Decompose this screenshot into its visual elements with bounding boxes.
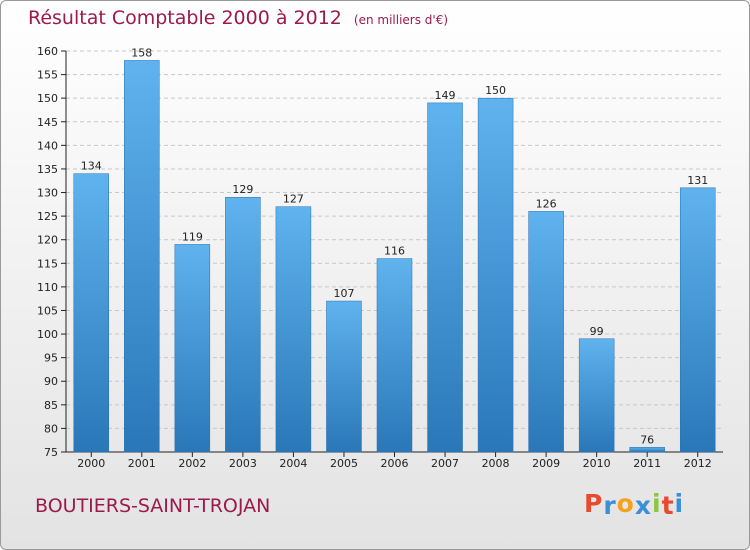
data-label-2010: 99 (590, 325, 604, 338)
axes: 75 80 85 90 95 100 105 110 115 120 125 130 135 140 145… (37, 45, 723, 470)
bar-2001 (124, 60, 160, 453)
x-tick-label-2007: 2007 (431, 457, 459, 470)
data-labels: 134 158 119 129 127 107 116 149 150 126 99 76 131 (81, 46, 708, 446)
x-tick-label-2004: 2004 (279, 457, 307, 470)
data-label-2011: 76 (640, 433, 654, 446)
logo-letter: r (603, 491, 617, 520)
y-tick-label: 150 (37, 92, 58, 105)
data-label-2004: 127 (283, 193, 304, 206)
x-tick-label-2000: 2000 (77, 457, 105, 470)
y-tick-label: 110 (37, 281, 58, 294)
y-tick-label: 135 (37, 163, 58, 176)
bar-2008 (477, 97, 514, 453)
y-tick-label: 155 (37, 69, 58, 82)
x-tick-label-2002: 2002 (178, 457, 206, 470)
x-tick-label-2008: 2008 (482, 457, 510, 470)
bar-2007 (427, 102, 463, 453)
title-line: Résultat Comptable 2000 à 2012 (en millie… (28, 7, 448, 29)
y-tick-label: 130 (37, 187, 58, 200)
logo-letter: P (584, 489, 604, 518)
logo-letter: i (652, 489, 662, 518)
y-tick-label: 115 (37, 257, 58, 270)
bar-2000 (73, 173, 110, 453)
data-label-2006: 116 (384, 245, 405, 258)
proxiti-logo: Proxiti (584, 489, 685, 520)
bar-2002 (174, 244, 211, 453)
x-tick-label-2005: 2005 (330, 457, 358, 470)
logo-letter: t (661, 491, 675, 520)
bar-2005 (326, 300, 362, 453)
y-tick-label: 125 (37, 210, 58, 223)
logo-letter: i (674, 489, 685, 518)
x-tick-label-2006: 2006 (381, 457, 409, 470)
y-tick-label: 100 (37, 328, 58, 341)
logo-letter: x (634, 491, 652, 520)
y-tick-label: 85 (44, 399, 58, 412)
x-tick-label-2012: 2012 (684, 457, 712, 470)
bar-2010 (578, 338, 615, 453)
y-tick-label: 120 (37, 234, 58, 247)
chart-title: Résultat Comptable 2000 à 2012 (28, 7, 342, 29)
data-label-2009: 126 (536, 197, 557, 210)
x-tick-label-2010: 2010 (583, 457, 611, 470)
bar-2009 (528, 211, 564, 453)
y-tick-label: 160 (37, 45, 58, 58)
data-label-2000: 134 (81, 160, 102, 173)
x-tick-label-2009: 2009 (532, 457, 560, 470)
y-tick-label: 95 (44, 352, 58, 365)
bar-2006 (376, 258, 413, 453)
data-label-2003: 129 (232, 183, 253, 196)
x-tick-label-2003: 2003 (229, 457, 257, 470)
data-label-2012: 131 (687, 174, 708, 187)
y-tick-label: 90 (44, 375, 58, 388)
data-label-2005: 107 (333, 287, 354, 300)
logo-letter: o (616, 489, 635, 518)
x-tick-label-2001: 2001 (128, 457, 156, 470)
y-tick-label: 105 (37, 304, 58, 317)
chart-subtitle: (en milliers d'€) (353, 13, 449, 27)
bar-2011 (629, 447, 665, 453)
data-label-2002: 119 (182, 230, 203, 243)
y-tick-label: 140 (37, 139, 58, 152)
bars (73, 60, 716, 453)
y-tick-label: 145 (37, 116, 58, 129)
y-tick-label: 80 (44, 422, 58, 435)
x-tick-label-2011: 2011 (633, 457, 661, 470)
data-label-2001: 158 (131, 46, 152, 59)
y-tick-label: 75 (44, 446, 58, 459)
bar-2004 (275, 206, 312, 453)
data-label-2008: 150 (485, 84, 506, 97)
bar-2012 (679, 187, 716, 453)
data-label-2007: 149 (435, 89, 456, 102)
bar-2003 (225, 196, 261, 453)
commune-name: BOUTIERS-SAINT-TROJAN (35, 495, 271, 517)
